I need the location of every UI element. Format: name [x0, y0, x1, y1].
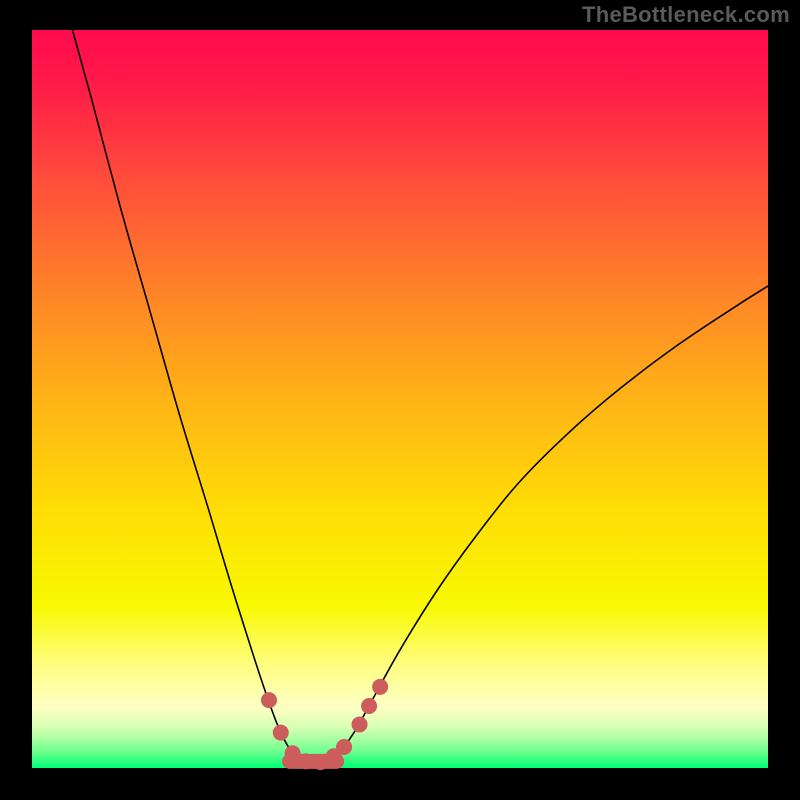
plot-gradient-background — [32, 30, 768, 768]
bottleneck-chart-svg — [0, 0, 800, 800]
marker-dot — [352, 716, 368, 732]
marker-dot — [336, 739, 352, 755]
chart-container: TheBottleneck.com — [0, 0, 800, 800]
marker-dot — [298, 753, 314, 769]
marker-dot — [285, 745, 301, 761]
watermark-text: TheBottleneck.com — [582, 2, 790, 28]
marker-dot — [361, 698, 377, 714]
marker-dot — [372, 679, 388, 695]
marker-dot — [273, 725, 289, 741]
marker-dot — [261, 692, 277, 708]
